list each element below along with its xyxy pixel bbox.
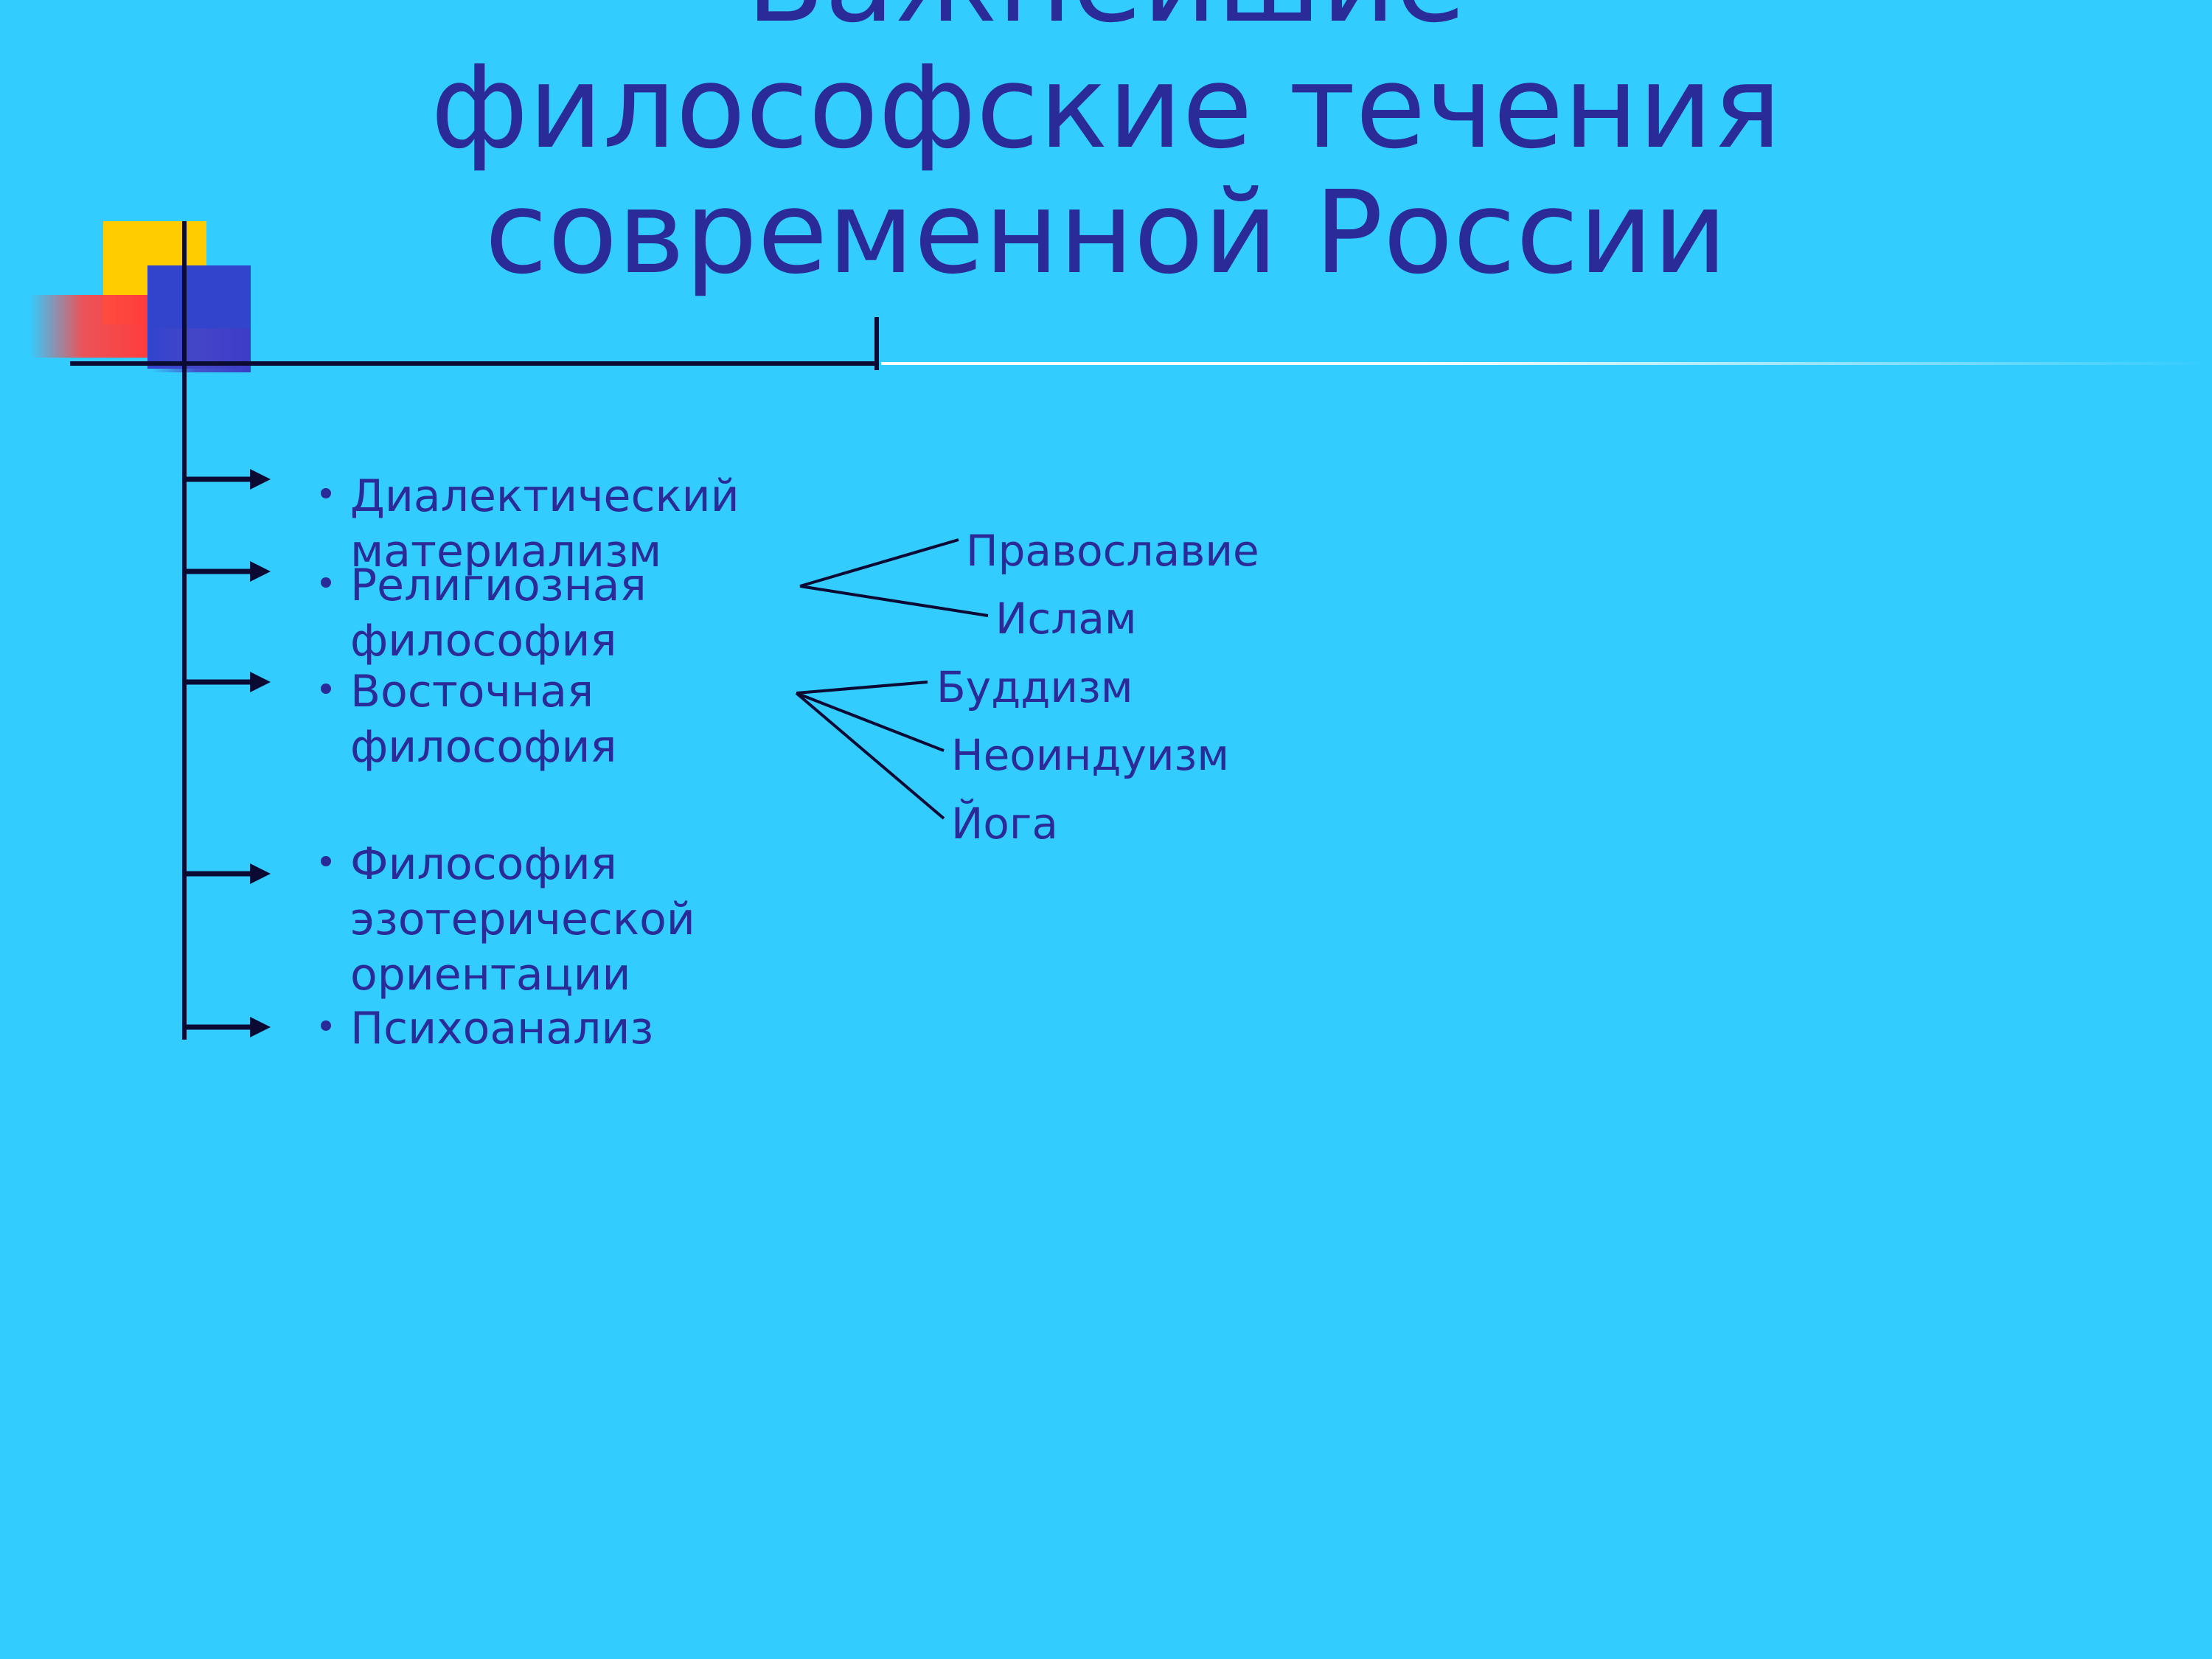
connector-line (796, 693, 944, 751)
slide-root: Важнейшие философские течения современно… (0, 0, 2212, 1659)
connector-lines (0, 0, 2212, 1659)
connector-line (796, 682, 928, 693)
connector-line (800, 586, 988, 616)
connector-line (800, 540, 959, 586)
connector-line (796, 693, 944, 818)
